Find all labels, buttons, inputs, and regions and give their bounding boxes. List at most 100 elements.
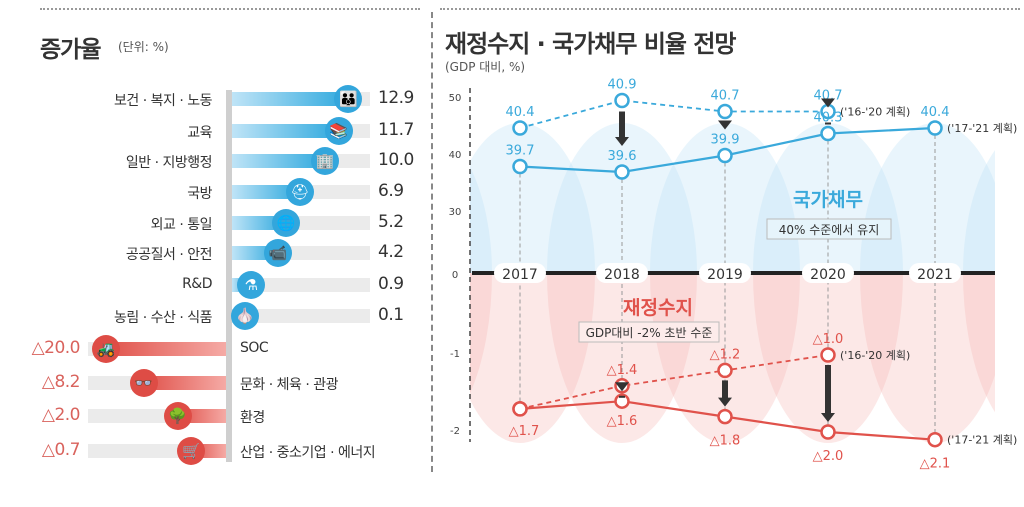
- balance-plan-16-20-legend: ('16-'20 계획): [840, 349, 910, 362]
- balance-arch: [650, 273, 800, 443]
- debt-plan-17-21-point: [927, 120, 943, 136]
- debt-plan-16-20-label: 40.4: [506, 105, 535, 120]
- down-arrow-icon: [825, 122, 831, 125]
- trees-icon: 🌳: [163, 402, 192, 430]
- debt-plan-17-21-label: 40.3: [814, 111, 843, 126]
- chart-subtitle: (GDP 대비, %): [445, 60, 526, 74]
- balance-plan-17-21-point: [717, 408, 733, 425]
- bar-fill: [232, 154, 325, 168]
- category-label: 산업 · 중소기업 · 에너지: [240, 445, 376, 461]
- right-top-divider: [440, 8, 1020, 10]
- category-label: 국방: [187, 186, 212, 202]
- balance-plan-16-20-label: △1.2: [710, 347, 741, 362]
- balance-note-box: [578, 321, 720, 343]
- garlic-icon: 🧄: [230, 302, 259, 330]
- category-label: R&D: [182, 276, 212, 292]
- debt-plan-17-21-point: [512, 158, 528, 175]
- year-pill: [699, 263, 751, 283]
- down-arrow-icon: [619, 111, 625, 138]
- category-label: SOC: [240, 340, 269, 356]
- y-tick-label: 40: [449, 150, 462, 161]
- bar-fill: [232, 185, 300, 199]
- bar-value: 12.9: [378, 88, 414, 108]
- debt-plan-17-21-point: [614, 164, 630, 180]
- y-tick-label: -1: [450, 349, 460, 360]
- x-tick-label: 2020: [810, 267, 846, 283]
- debt-plan-16-20-line: [519, 99, 828, 129]
- debt-note: 40% 수준에서 유지: [779, 223, 880, 237]
- balance-plan-16-20-label: △1.4: [607, 363, 638, 378]
- debt-arch: [963, 150, 995, 273]
- category-label: 외교 · 통일: [150, 217, 213, 233]
- debt-arch: [547, 123, 697, 273]
- balance-arch: [860, 273, 995, 443]
- bar-value: △8.2: [41, 372, 81, 392]
- x-tick-label: 2017: [502, 267, 538, 283]
- left-title: 증가율: [40, 37, 101, 63]
- down-arrow-icon: [615, 382, 629, 392]
- down-arrow-icon: [718, 120, 732, 130]
- bar-track: [232, 278, 370, 292]
- bar-value: 0.9: [378, 274, 404, 294]
- year-pill: [596, 263, 648, 283]
- y-tick-label: 30: [449, 207, 462, 218]
- chart-title: 재정수지 · 국가채무 비율 전망: [445, 30, 736, 58]
- bar-value: 11.7: [378, 120, 414, 140]
- debt-plan-16-20-label: 40.7: [711, 89, 740, 104]
- balance-arch: [470, 273, 595, 443]
- balance-plan-17-21-point: [512, 401, 528, 417]
- balance-plan-16-20-point: [717, 362, 733, 379]
- y-tick-label: -2: [450, 426, 460, 437]
- left-top-divider: [40, 8, 420, 10]
- bar-value: △20.0: [31, 338, 81, 358]
- x-tick-label: 2019: [707, 267, 743, 283]
- down-arrow-icon: [722, 380, 728, 399]
- balance-series-name: 재정수지: [623, 297, 693, 319]
- debt-arch: [470, 166, 492, 273]
- cart-icon: 🛒: [177, 437, 206, 465]
- category-label: 보건 · 복지 · 노동: [114, 93, 212, 109]
- balance-plan-16-20-line: [519, 354, 829, 410]
- down-arrow-icon: [821, 413, 835, 422]
- category-label: 공공질서 · 안전: [125, 247, 213, 263]
- down-arrow-icon: [825, 365, 831, 414]
- x-tick-label: 2018: [604, 267, 640, 283]
- balance-plan-17-21-point: [927, 431, 943, 448]
- balance-plan-17-21-label: △1.8: [710, 434, 741, 449]
- panel-divider: [431, 12, 433, 472]
- bar-fill: [232, 92, 349, 106]
- debt-note-box: [766, 218, 892, 240]
- bar-value: 0.1: [378, 305, 404, 325]
- bar-value: △0.7: [41, 440, 81, 460]
- balance-plan-17-21-point: [820, 424, 836, 440]
- balance-arch: [963, 273, 995, 413]
- debt-plan-16-20-label: 40.7: [814, 89, 843, 104]
- bar-value: 4.2: [378, 242, 404, 262]
- down-arrow-icon: [821, 98, 835, 108]
- year-pill: [494, 263, 546, 283]
- debt-series-name: 국가채무: [793, 189, 863, 211]
- bar-track: [232, 309, 370, 323]
- glasses-mustache-icon: 👓: [129, 369, 158, 397]
- excavator-icon: 🚜: [91, 335, 120, 363]
- down-arrow-icon: [619, 395, 625, 398]
- category-label: 농림 · 수산 · 식품: [114, 310, 212, 326]
- bar-value: 5.2: [378, 212, 404, 232]
- family-icon: 👪: [334, 85, 363, 113]
- y-tick-label: 50: [449, 93, 462, 104]
- bar-value: 10.0: [378, 150, 414, 170]
- debt-plan-17-21-point: [820, 125, 836, 142]
- down-arrow-icon: [615, 137, 629, 146]
- bar-fill: [105, 342, 226, 356]
- debt-plan-17-21-label: 39.7: [506, 144, 535, 159]
- category-label: 일반 · 지방행정: [125, 155, 213, 171]
- debt-plan-17-21-label: 39.9: [711, 133, 740, 148]
- left-unit: (단위: %): [118, 40, 169, 54]
- balance-plan-17-21-label: △1.7: [509, 424, 540, 439]
- building-icon: 🏢: [311, 147, 339, 175]
- bar-value: △2.0: [41, 405, 81, 425]
- category-label: 교육: [187, 125, 212, 141]
- debt-arch: [470, 123, 595, 273]
- year-pill: [909, 263, 961, 283]
- debt-plan-16-20-point: [512, 120, 528, 136]
